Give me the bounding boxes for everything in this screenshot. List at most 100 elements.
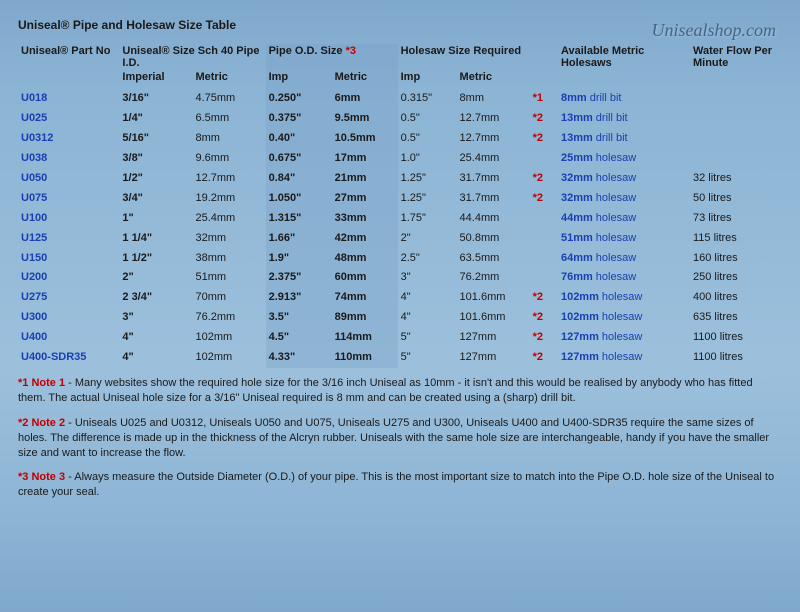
cell-od-met: 21mm <box>332 169 398 189</box>
cell-size-imp: 2" <box>119 268 192 288</box>
cell-avail[interactable]: 127mm holesaw <box>558 348 690 368</box>
th-hs-met: Metric <box>457 70 558 89</box>
cell-part[interactable]: U400-SDR35 <box>18 348 119 368</box>
table-row: U03125/16"8mm0.40"10.5mm0.5"12.7mm*213mm… <box>18 129 782 149</box>
cell-size-met: 8mm <box>192 129 265 149</box>
cell-hs-imp: 1.25" <box>398 189 457 209</box>
cell-size-imp: 1" <box>119 209 192 229</box>
cell-avail[interactable]: 102mm holesaw <box>558 288 690 308</box>
cell-part[interactable]: U038 <box>18 149 119 169</box>
cell-part[interactable]: U400 <box>18 328 119 348</box>
cell-avail[interactable]: 32mm holesaw <box>558 169 690 189</box>
cell-size-met: 102mm <box>192 328 265 348</box>
notes-section: *1 Note 1 - Many websites show the requi… <box>18 376 782 500</box>
cell-size-imp: 2 3/4" <box>119 288 192 308</box>
th-od-imp: Imp <box>266 70 332 89</box>
table-row: U0501/2"12.7mm0.84"21mm1.25"31.7mm*232mm… <box>18 169 782 189</box>
th-hs-imp: Imp <box>398 70 457 89</box>
cell-od-imp: 1.050" <box>266 189 332 209</box>
cell-hs-met: 25.4mm <box>457 149 530 169</box>
cell-avail[interactable]: 76mm holesaw <box>558 268 690 288</box>
th-od: Pipe O.D. Size *3 <box>266 44 398 70</box>
cell-flow: 32 litres <box>690 169 782 189</box>
th-avail: Available Metric Holesaws <box>558 44 690 89</box>
cell-flow: 160 litres <box>690 249 782 269</box>
note-3: *3 Note 3 - Always measure the Outside D… <box>18 470 782 500</box>
cell-hs-met: 31.7mm <box>457 169 530 189</box>
cell-size-imp: 4" <box>119 348 192 368</box>
cell-avail[interactable]: 25mm holesaw <box>558 149 690 169</box>
cell-hs-met: 101.6mm <box>457 308 530 328</box>
cell-od-met: 74mm <box>332 288 398 308</box>
note-1: *1 Note 1 - Many websites show the requi… <box>18 376 782 406</box>
cell-part[interactable]: U075 <box>18 189 119 209</box>
table-row: U2752 3/4"70mm2.913"74mm4"101.6mm*2102mm… <box>18 288 782 308</box>
cell-noteref: *2 <box>530 288 558 308</box>
cell-od-met: 27mm <box>332 189 398 209</box>
cell-part[interactable]: U050 <box>18 169 119 189</box>
cell-od-imp: 0.250" <box>266 89 332 109</box>
cell-od-met: 110mm <box>332 348 398 368</box>
cell-avail[interactable]: 13mm drill bit <box>558 109 690 129</box>
cell-size-imp: 3/4" <box>119 189 192 209</box>
cell-part[interactable]: U0312 <box>18 129 119 149</box>
table-row: U0383/8"9.6mm0.675"17mm1.0"25.4mm25mm ho… <box>18 149 782 169</box>
cell-od-imp: 0.40" <box>266 129 332 149</box>
cell-avail[interactable]: 64mm holesaw <box>558 249 690 269</box>
th-size-imp: Imperial <box>119 70 192 89</box>
cell-size-met: 51mm <box>192 268 265 288</box>
cell-part[interactable]: U275 <box>18 288 119 308</box>
cell-avail[interactable]: 127mm holesaw <box>558 328 690 348</box>
cell-size-met: 6.5mm <box>192 109 265 129</box>
cell-flow <box>690 109 782 129</box>
cell-od-met: 42mm <box>332 229 398 249</box>
cell-flow <box>690 89 782 109</box>
cell-part[interactable]: U025 <box>18 109 119 129</box>
cell-avail[interactable]: 44mm holesaw <box>558 209 690 229</box>
cell-avail[interactable]: 51mm holesaw <box>558 229 690 249</box>
cell-od-imp: 4.33" <box>266 348 332 368</box>
cell-part[interactable]: U018 <box>18 89 119 109</box>
cell-od-imp: 1.315" <box>266 209 332 229</box>
cell-od-imp: 3.5" <box>266 308 332 328</box>
cell-part[interactable]: U125 <box>18 229 119 249</box>
table-row: U4004"102mm4.5"114mm5"127mm*2127mm holes… <box>18 328 782 348</box>
table-row: U3003"76.2mm3.5"89mm4"101.6mm*2102mm hol… <box>18 308 782 328</box>
cell-hs-imp: 3" <box>398 268 457 288</box>
cell-hs-met: 101.6mm <box>457 288 530 308</box>
cell-flow: 635 litres <box>690 308 782 328</box>
th-size: Uniseal® Size Sch 40 Pipe I.D. <box>119 44 265 70</box>
cell-flow <box>690 129 782 149</box>
cell-od-imp: 0.675" <box>266 149 332 169</box>
th-holesaw: Holesaw Size Required <box>398 44 558 70</box>
cell-size-met: 70mm <box>192 288 265 308</box>
cell-od-met: 114mm <box>332 328 398 348</box>
cell-flow: 50 litres <box>690 189 782 209</box>
cell-part[interactable]: U200 <box>18 268 119 288</box>
cell-avail[interactable]: 8mm drill bit <box>558 89 690 109</box>
cell-flow: 250 litres <box>690 268 782 288</box>
cell-avail[interactable]: 102mm holesaw <box>558 308 690 328</box>
cell-noteref: *2 <box>530 169 558 189</box>
cell-hs-met: 44.4mm <box>457 209 530 229</box>
cell-size-imp: 1 1/2" <box>119 249 192 269</box>
cell-part[interactable]: U300 <box>18 308 119 328</box>
cell-avail[interactable]: 13mm drill bit <box>558 129 690 149</box>
cell-size-imp: 1/4" <box>119 109 192 129</box>
cell-od-met: 9.5mm <box>332 109 398 129</box>
cell-part[interactable]: U150 <box>18 249 119 269</box>
cell-size-met: 9.6mm <box>192 149 265 169</box>
cell-part[interactable]: U100 <box>18 209 119 229</box>
cell-hs-met: 63.5mm <box>457 249 530 269</box>
cell-od-imp: 0.84" <box>266 169 332 189</box>
cell-avail[interactable]: 32mm holesaw <box>558 189 690 209</box>
cell-noteref: *2 <box>530 348 558 368</box>
size-table: Uniseal® Part No Uniseal® Size Sch 40 Pi… <box>18 44 782 368</box>
table-row: U0251/4"6.5mm0.375"9.5mm0.5"12.7mm*213mm… <box>18 109 782 129</box>
cell-noteref <box>530 229 558 249</box>
cell-size-imp: 3" <box>119 308 192 328</box>
cell-od-met: 33mm <box>332 209 398 229</box>
cell-od-imp: 2.375" <box>266 268 332 288</box>
cell-noteref <box>530 149 558 169</box>
cell-od-met: 10.5mm <box>332 129 398 149</box>
